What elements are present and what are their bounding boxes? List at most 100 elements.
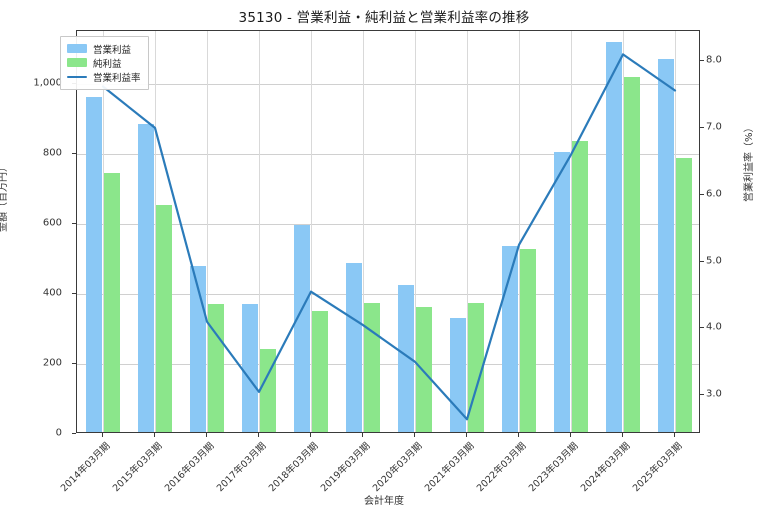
x-axis-tick-mark [674,433,675,437]
bar-group [233,31,285,432]
chart-legend: 営業利益 純利益 営業利益率 [60,36,149,90]
x-axis-tick-mark [310,433,311,437]
gridline-vertical [467,31,468,432]
gridline-vertical [519,31,520,432]
bar-net-profit[interactable] [520,249,536,432]
secondary-y-axis-tick-mark [700,193,704,195]
legend-item-operating-margin: 営業利益率 [67,70,141,84]
bar-net-profit[interactable] [572,140,588,432]
bar-group [441,31,493,432]
bar-net-profit[interactable] [312,311,328,432]
bar-operating-profit[interactable] [346,262,362,432]
x-axis-tick-label: 2014年03月期 [58,440,113,495]
legend-label: 純利益 [93,58,122,70]
bar-series-layer [77,31,699,432]
gridline-vertical [103,31,104,432]
x-axis-tick-label: 2019年03月期 [318,440,373,495]
bar-operating-profit[interactable] [502,245,518,432]
y-axis-tick-mark [72,152,76,154]
x-axis-tick-label: 2025年03月期 [630,440,685,495]
legend-swatch-bar [67,58,87,67]
bar-group [77,31,129,432]
operating-margin-line[interactable] [101,53,677,421]
secondary-y-axis-tick-label: 7.0 [706,121,722,133]
legend-item-operating-profit: 営業利益 [67,42,141,56]
y-axis-tick-mark [72,292,76,294]
gridline-vertical [311,31,312,432]
y-axis-tick-label: 800 [42,147,62,159]
secondary-y-axis-tick-label: 8.0 [706,54,722,66]
legend-label: 営業利益 [93,44,132,56]
gridline-vertical [259,31,260,432]
gridline-horizontal [77,293,699,295]
bar-group [337,31,389,432]
bar-net-profit[interactable] [676,158,692,432]
y-axis-tick-label: 600 [42,217,62,229]
bar-net-profit[interactable] [364,303,380,432]
gridline-vertical [363,31,364,432]
bar-operating-profit[interactable] [86,97,102,432]
x-axis-tick-label: 2023年03月期 [526,440,581,495]
x-axis-tick-label: 2016年03月期 [162,440,217,495]
x-axis-tick-label: 2020年03月期 [370,440,425,495]
y-axis-tick-mark [72,362,76,364]
x-axis-tick-mark [622,433,623,437]
x-axis-tick-mark [414,433,415,437]
y-axis-tick-mark [72,433,76,434]
gridline-vertical [207,31,208,432]
y-axis-tick-label: 200 [42,357,62,369]
bar-net-profit[interactable] [624,77,640,432]
gridline-vertical [675,31,676,432]
gridline-vertical [571,31,572,432]
bar-net-profit[interactable] [416,306,432,432]
x-axis-tick-mark [206,433,207,437]
legend-swatch-line [67,75,87,78]
legend-label: 営業利益率 [93,72,141,84]
x-axis-label: 会計年度 [364,496,404,507]
bar-net-profit[interactable] [260,349,276,432]
bar-operating-profit[interactable] [138,124,154,432]
bar-net-profit[interactable] [156,204,172,432]
gridline-vertical [155,31,156,432]
plot-area [76,30,700,433]
secondary-y-axis-tick-mark [700,394,704,396]
x-axis-tick-mark [258,433,259,437]
secondary-y-axis-tick-label: 4.0 [706,321,722,333]
secondary-y-axis-tick-mark [700,126,704,128]
bar-net-profit[interactable] [104,173,120,432]
y-axis-tick-label: 400 [42,287,62,299]
y-axis-tick-label: 1,000 [33,77,62,89]
rate-line-series [101,53,677,421]
legend-swatch-bar [67,44,87,53]
x-axis-tick-mark [362,433,363,437]
chart-title: 35130 - 営業利益・純利益と営業利益率の推移 [238,10,530,26]
x-axis-tick-label: 2015年03月期 [110,440,165,495]
y-axis-label: 金額（百万円） [0,162,9,232]
gridline-horizontal [77,363,699,365]
secondary-y-axis-tick-label: 5.0 [706,255,722,267]
x-axis-tick-label: 2024年03月期 [578,440,633,495]
gridline-horizontal [77,153,699,155]
secondary-y-axis-tick-mark [700,260,704,262]
bar-group [493,31,545,432]
x-axis-tick-mark [102,433,103,437]
secondary-y-axis-tick-mark [700,327,704,329]
gridline-horizontal [77,83,699,85]
gridline-vertical [623,31,624,432]
bar-operating-profit[interactable] [242,304,258,432]
secondary-y-axis-label: 営業利益率（%） [744,122,755,202]
bar-operating-profit[interactable] [450,318,466,432]
bar-group [129,31,181,432]
bar-operating-profit[interactable] [554,151,570,432]
bar-operating-profit[interactable] [398,285,414,432]
bar-operating-profit[interactable] [606,42,622,432]
bar-net-profit[interactable] [208,304,224,432]
x-axis-tick-label: 2017年03月期 [214,440,269,495]
x-axis-tick-label: 2021年03月期 [422,440,477,495]
x-axis-tick-label: 2022年03月期 [474,440,529,495]
gridline-vertical [415,31,416,432]
bar-group [649,31,701,432]
bar-operating-profit[interactable] [294,224,310,432]
bar-operating-profit[interactable] [658,58,674,432]
